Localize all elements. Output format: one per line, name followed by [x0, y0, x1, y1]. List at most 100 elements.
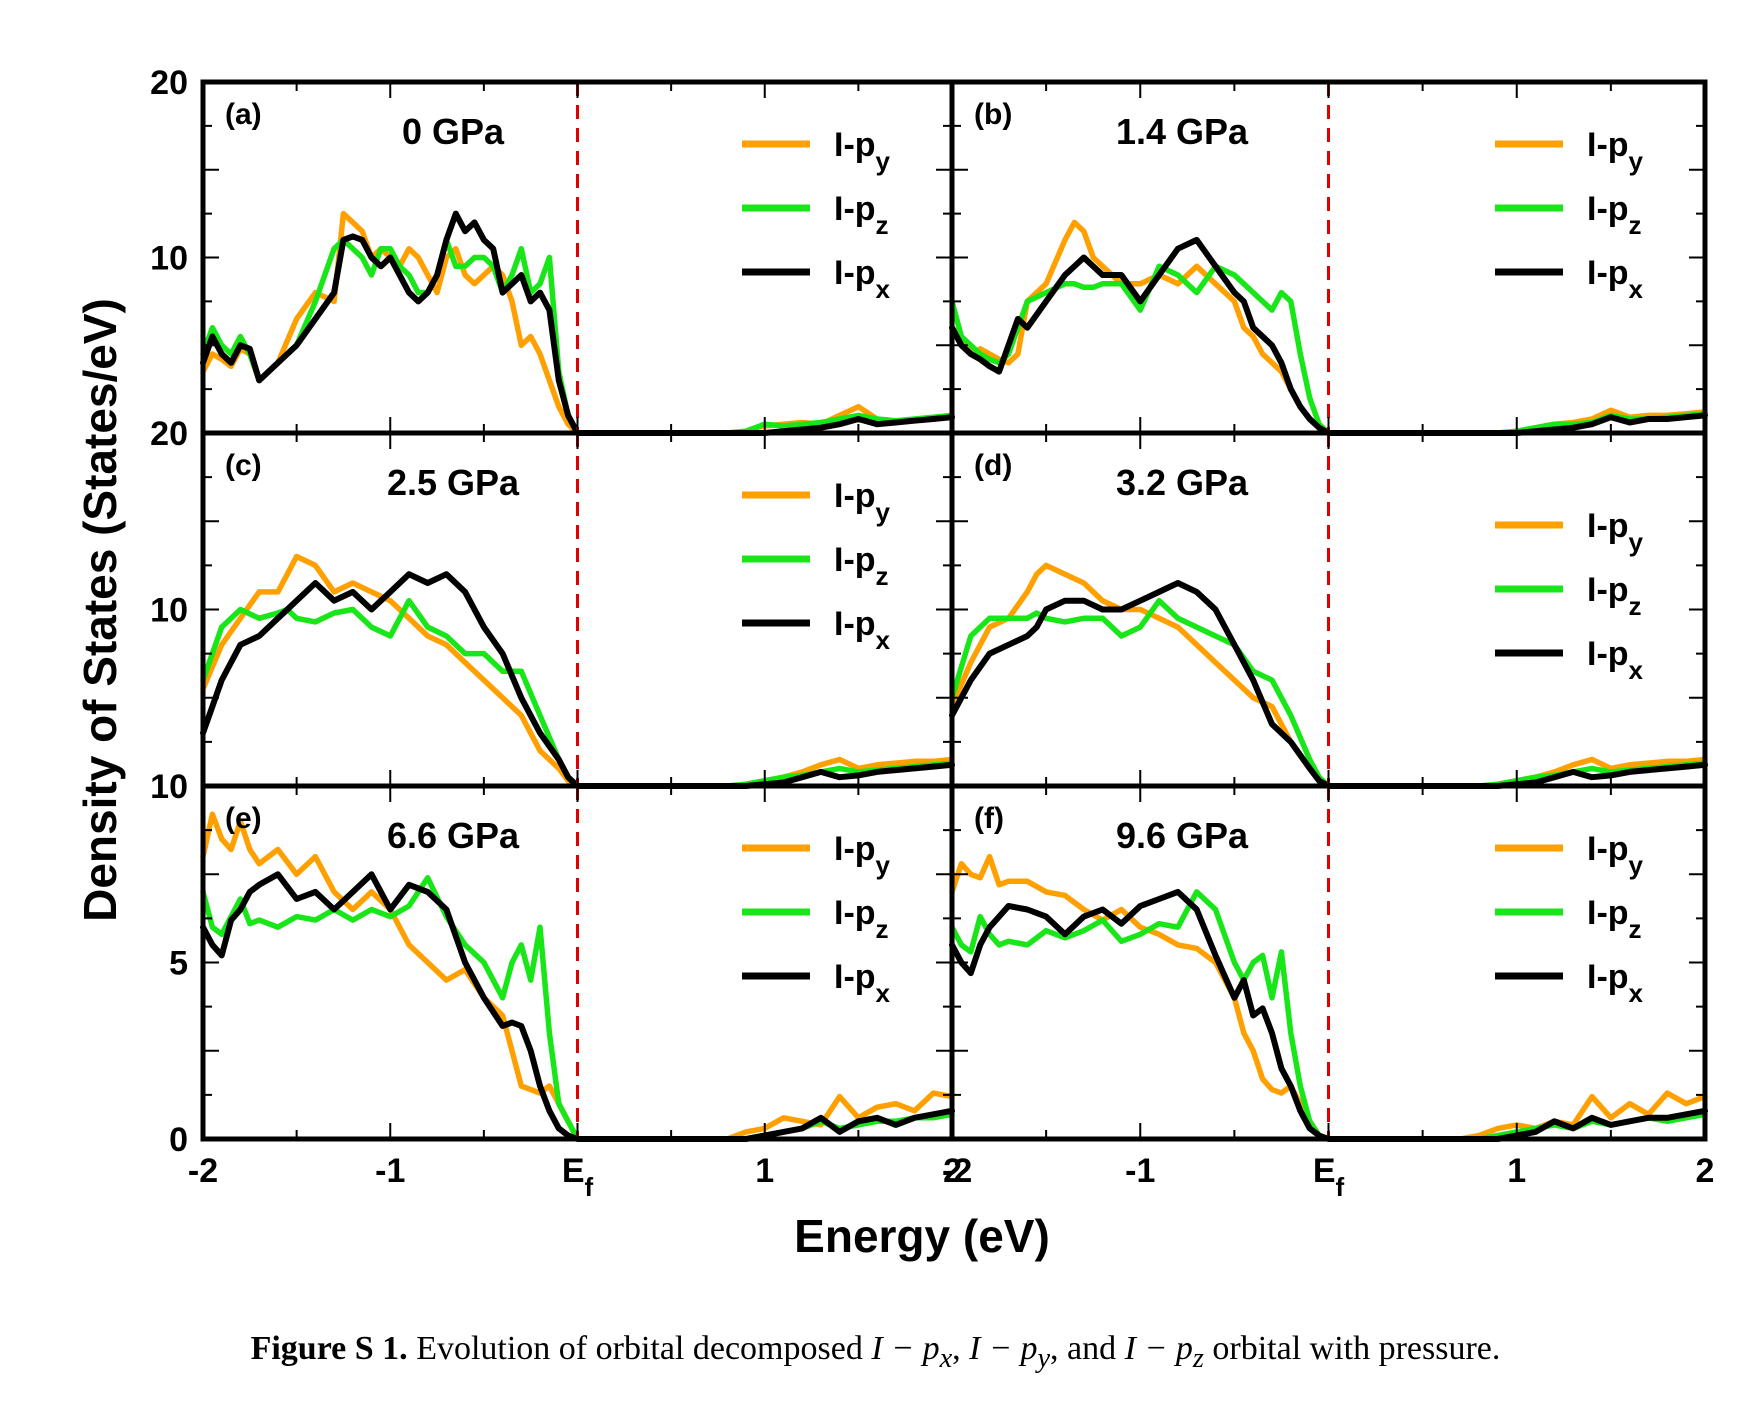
legend-label-base: I-p — [834, 541, 876, 579]
x-axis-title: Energy (eV) — [794, 1210, 1050, 1262]
legend-label-sub: y — [876, 850, 891, 880]
legend-label-sub: y — [1629, 527, 1644, 557]
legend-label-base: I-p — [1587, 507, 1629, 545]
legend-label-sub: z — [1629, 210, 1642, 240]
panel-e: (e) 6.6 GPa I-pyI-pzI-px — [200, 783, 955, 1142]
caption-text-prefix: Evolution of orbital decomposed — [416, 1330, 863, 1367]
dos-figure: (a) 0 GPa I-pyI-pzI-px(b) 1.4 GPa I-pyI-pzI-… — [74, 64, 1714, 1262]
caption-sub-z: z — [1192, 1342, 1204, 1374]
caption-term-x: I − p — [871, 1330, 940, 1367]
legend-label: I-py — [1587, 830, 1644, 880]
x-tick-label: -2 — [188, 1152, 218, 1190]
legend-label: I-px — [1587, 958, 1644, 1008]
series-line-i-pz — [949, 597, 1708, 789]
legend-label-base: I-p — [1587, 894, 1629, 932]
series-line-i-px — [200, 871, 955, 1142]
legend-label: I-py — [834, 477, 891, 527]
legend-label-sub: z — [876, 210, 889, 240]
legend-label-base: I-p — [834, 126, 876, 164]
series-line-i-px — [949, 888, 1708, 1142]
legend-label: I-px — [834, 958, 891, 1008]
panel-title: 1.4 GPa — [1116, 111, 1249, 152]
caption-sub-y: y — [1037, 1342, 1051, 1374]
panel-label: (c) — [225, 449, 262, 482]
legend-label-sub: y — [1629, 850, 1644, 880]
series-line-i-py — [949, 562, 1708, 789]
x-tick-label-main: 2 — [1696, 1152, 1715, 1190]
series-line-i-py — [200, 553, 955, 789]
panel-title: 6.6 GPa — [387, 815, 520, 856]
panels-group: (a) 0 GPa I-pyI-pzI-px(b) 1.4 GPa I-pyI-pzI-… — [200, 79, 1708, 1142]
panel-c: (c) 2.5 GPa I-pyI-pzI-px — [200, 430, 955, 789]
legend-label-base: I-p — [834, 894, 876, 932]
legend-label-sub: z — [876, 561, 889, 591]
legend-label-base: I-p — [834, 605, 876, 643]
panel-b: (b) 1.4 GPa I-pyI-pzI-px — [949, 79, 1708, 436]
x-tick-label-main: 2 — [943, 1152, 962, 1190]
x-tick-label-main: -1 — [1125, 1152, 1155, 1190]
y-tick-label: 10 — [150, 592, 188, 630]
legend-label-sub: y — [1629, 146, 1644, 176]
x-tick-label-main: 1 — [755, 1152, 774, 1190]
y-tick-label: 5 — [169, 945, 188, 983]
legend-label-sub: x — [876, 978, 891, 1008]
caption-label: Figure S 1. — [250, 1330, 408, 1367]
legend-label-base: I-p — [834, 958, 876, 996]
legend-label-sub: x — [1629, 655, 1644, 685]
legend-label: I-px — [834, 254, 891, 304]
legend-label: I-px — [1587, 254, 1644, 304]
x-tick-label-main: E — [562, 1152, 585, 1190]
panel-a: (a) 0 GPa I-pyI-pzI-px — [200, 79, 955, 436]
legend-label-base: I-p — [834, 477, 876, 515]
legend-label-sub: x — [876, 625, 891, 655]
legend-label: I-py — [834, 126, 891, 176]
x-tick-label-main: -1 — [375, 1152, 405, 1190]
y-tick-label: 10 — [150, 240, 188, 278]
x-tick-label-main: 1 — [1507, 1152, 1526, 1190]
series-line-i-px — [949, 236, 1708, 436]
panel-title: 0 GPa — [402, 111, 505, 152]
legend-label-base: I-p — [1587, 635, 1629, 673]
legend-label-sub: x — [1629, 274, 1644, 304]
x-tick-label-sub: f — [1336, 1172, 1345, 1202]
x-tick-label-main: -2 — [942, 1152, 972, 1190]
y-tick-label: 10 — [150, 768, 188, 806]
legend-label: I-px — [834, 605, 891, 655]
panel-label: (f) — [974, 802, 1004, 835]
x-tick-label: 1 — [755, 1152, 774, 1190]
series-line-i-pz — [200, 597, 955, 789]
y-tick-label: 0 — [169, 1121, 188, 1159]
x-tick-label: -1 — [375, 1152, 405, 1190]
legend-label-base: I-p — [1587, 254, 1629, 292]
x-tick-label: -2 — [942, 1152, 972, 1190]
caption-sub-x: x — [939, 1342, 953, 1374]
legend-label-base: I-p — [1587, 126, 1629, 164]
legend-label-sub: z — [1629, 914, 1642, 944]
legend-label-sub: x — [876, 274, 891, 304]
figure-caption: Figure S 1. Evolution of orbital decompo… — [250, 1330, 1501, 1374]
panel-f: (f) 9.6 GPa I-pyI-pzI-px — [949, 783, 1708, 1142]
x-tick-label: -1 — [1125, 1152, 1155, 1190]
x-tick-label: Ef — [562, 1152, 594, 1202]
legend-label: I-pz — [834, 190, 889, 240]
series-line-i-px — [200, 571, 955, 789]
x-tick-label: 2 — [1696, 1152, 1715, 1190]
legend-label-base: I-p — [1587, 571, 1629, 609]
legend-label: I-pz — [834, 541, 889, 591]
y-tick-label: 20 — [150, 64, 188, 102]
legend-label: I-pz — [1587, 894, 1642, 944]
panel-label: (b) — [974, 98, 1012, 131]
panel-title: 3.2 GPa — [1116, 462, 1249, 503]
caption-and: , and — [1050, 1330, 1117, 1367]
series-line-i-pz — [200, 237, 955, 436]
legend-label-sub: z — [1629, 591, 1642, 621]
legend-label: I-pz — [1587, 190, 1642, 240]
caption-text-suffix: orbital with pressure. — [1212, 1330, 1501, 1367]
series-line-i-py — [200, 811, 955, 1142]
legend-label-base: I-p — [834, 830, 876, 868]
panel-label: (e) — [225, 802, 262, 835]
legend-label-sub: x — [1629, 978, 1644, 1008]
legend-label-sub: y — [876, 146, 891, 176]
panel-label: (a) — [225, 98, 262, 131]
